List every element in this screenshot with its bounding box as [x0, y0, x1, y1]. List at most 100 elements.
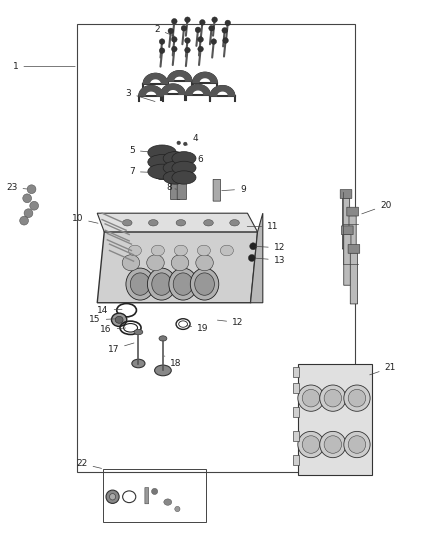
Text: 14: 14 [97, 306, 122, 314]
Ellipse shape [123, 220, 132, 226]
Text: 17: 17 [108, 343, 134, 353]
Ellipse shape [148, 164, 176, 179]
Ellipse shape [172, 152, 196, 165]
Ellipse shape [173, 273, 193, 295]
Circle shape [152, 488, 158, 495]
Text: 1: 1 [13, 62, 75, 71]
Circle shape [324, 390, 342, 407]
Ellipse shape [174, 245, 187, 256]
Ellipse shape [106, 490, 119, 503]
Ellipse shape [197, 245, 211, 256]
Ellipse shape [204, 220, 213, 226]
Circle shape [159, 48, 165, 53]
Circle shape [324, 436, 342, 453]
Polygon shape [97, 232, 258, 303]
Circle shape [225, 20, 230, 26]
Ellipse shape [220, 245, 233, 256]
Circle shape [184, 142, 187, 146]
FancyBboxPatch shape [349, 216, 356, 266]
Text: 20: 20 [362, 201, 392, 214]
Ellipse shape [147, 255, 164, 271]
Text: 2: 2 [154, 25, 175, 36]
Circle shape [200, 20, 205, 25]
Ellipse shape [110, 494, 116, 500]
Text: 8: 8 [166, 183, 177, 192]
Circle shape [27, 185, 36, 193]
Ellipse shape [132, 359, 145, 368]
Text: 15: 15 [89, 316, 116, 324]
Circle shape [177, 141, 180, 144]
FancyBboxPatch shape [177, 179, 186, 199]
Circle shape [159, 39, 165, 44]
Circle shape [195, 27, 201, 33]
FancyBboxPatch shape [347, 207, 358, 216]
Text: 18: 18 [164, 356, 181, 368]
Circle shape [320, 431, 346, 458]
Polygon shape [144, 74, 168, 84]
FancyBboxPatch shape [344, 235, 351, 285]
Circle shape [211, 39, 216, 44]
Bar [293, 431, 299, 441]
Bar [293, 367, 299, 377]
Text: 6: 6 [189, 156, 203, 164]
Ellipse shape [115, 316, 123, 323]
Ellipse shape [175, 506, 180, 512]
Text: 10: 10 [72, 214, 98, 223]
FancyBboxPatch shape [145, 488, 148, 504]
Circle shape [223, 38, 228, 43]
Circle shape [212, 17, 217, 22]
Circle shape [298, 385, 324, 411]
Ellipse shape [111, 313, 127, 326]
Ellipse shape [131, 273, 150, 295]
FancyBboxPatch shape [342, 226, 353, 235]
Ellipse shape [172, 171, 196, 184]
Circle shape [222, 28, 227, 33]
Text: 12: 12 [256, 244, 285, 252]
Ellipse shape [190, 268, 219, 300]
Ellipse shape [147, 268, 176, 300]
Ellipse shape [230, 220, 239, 226]
Circle shape [172, 46, 177, 52]
Polygon shape [186, 85, 210, 95]
Text: 12: 12 [217, 318, 244, 327]
Circle shape [185, 47, 190, 53]
Circle shape [250, 243, 257, 250]
Ellipse shape [159, 336, 167, 341]
Ellipse shape [194, 273, 214, 295]
Circle shape [24, 209, 33, 217]
Ellipse shape [152, 273, 172, 295]
Ellipse shape [134, 329, 143, 335]
Text: 23: 23 [6, 183, 27, 192]
Ellipse shape [163, 171, 187, 184]
Circle shape [23, 194, 32, 203]
Circle shape [248, 254, 255, 262]
Text: 7: 7 [129, 167, 159, 176]
Text: 5: 5 [129, 146, 159, 155]
Text: 16: 16 [100, 325, 126, 334]
Ellipse shape [148, 220, 158, 226]
Circle shape [181, 26, 187, 31]
Circle shape [168, 28, 173, 34]
Ellipse shape [122, 255, 140, 271]
Ellipse shape [176, 220, 186, 226]
Circle shape [298, 431, 324, 458]
Text: 3: 3 [126, 89, 155, 101]
Ellipse shape [171, 255, 189, 271]
Polygon shape [161, 84, 185, 94]
Polygon shape [97, 213, 258, 232]
Bar [293, 383, 299, 393]
Circle shape [20, 216, 28, 225]
Text: 13: 13 [256, 256, 285, 264]
Circle shape [185, 17, 190, 22]
Bar [298, 364, 372, 475]
Ellipse shape [164, 499, 172, 505]
Circle shape [344, 431, 370, 458]
Circle shape [198, 37, 203, 42]
Polygon shape [211, 86, 235, 96]
Circle shape [30, 201, 39, 210]
Circle shape [348, 436, 366, 453]
Circle shape [198, 46, 203, 52]
Ellipse shape [152, 164, 172, 180]
Ellipse shape [172, 161, 196, 175]
Polygon shape [139, 86, 163, 96]
